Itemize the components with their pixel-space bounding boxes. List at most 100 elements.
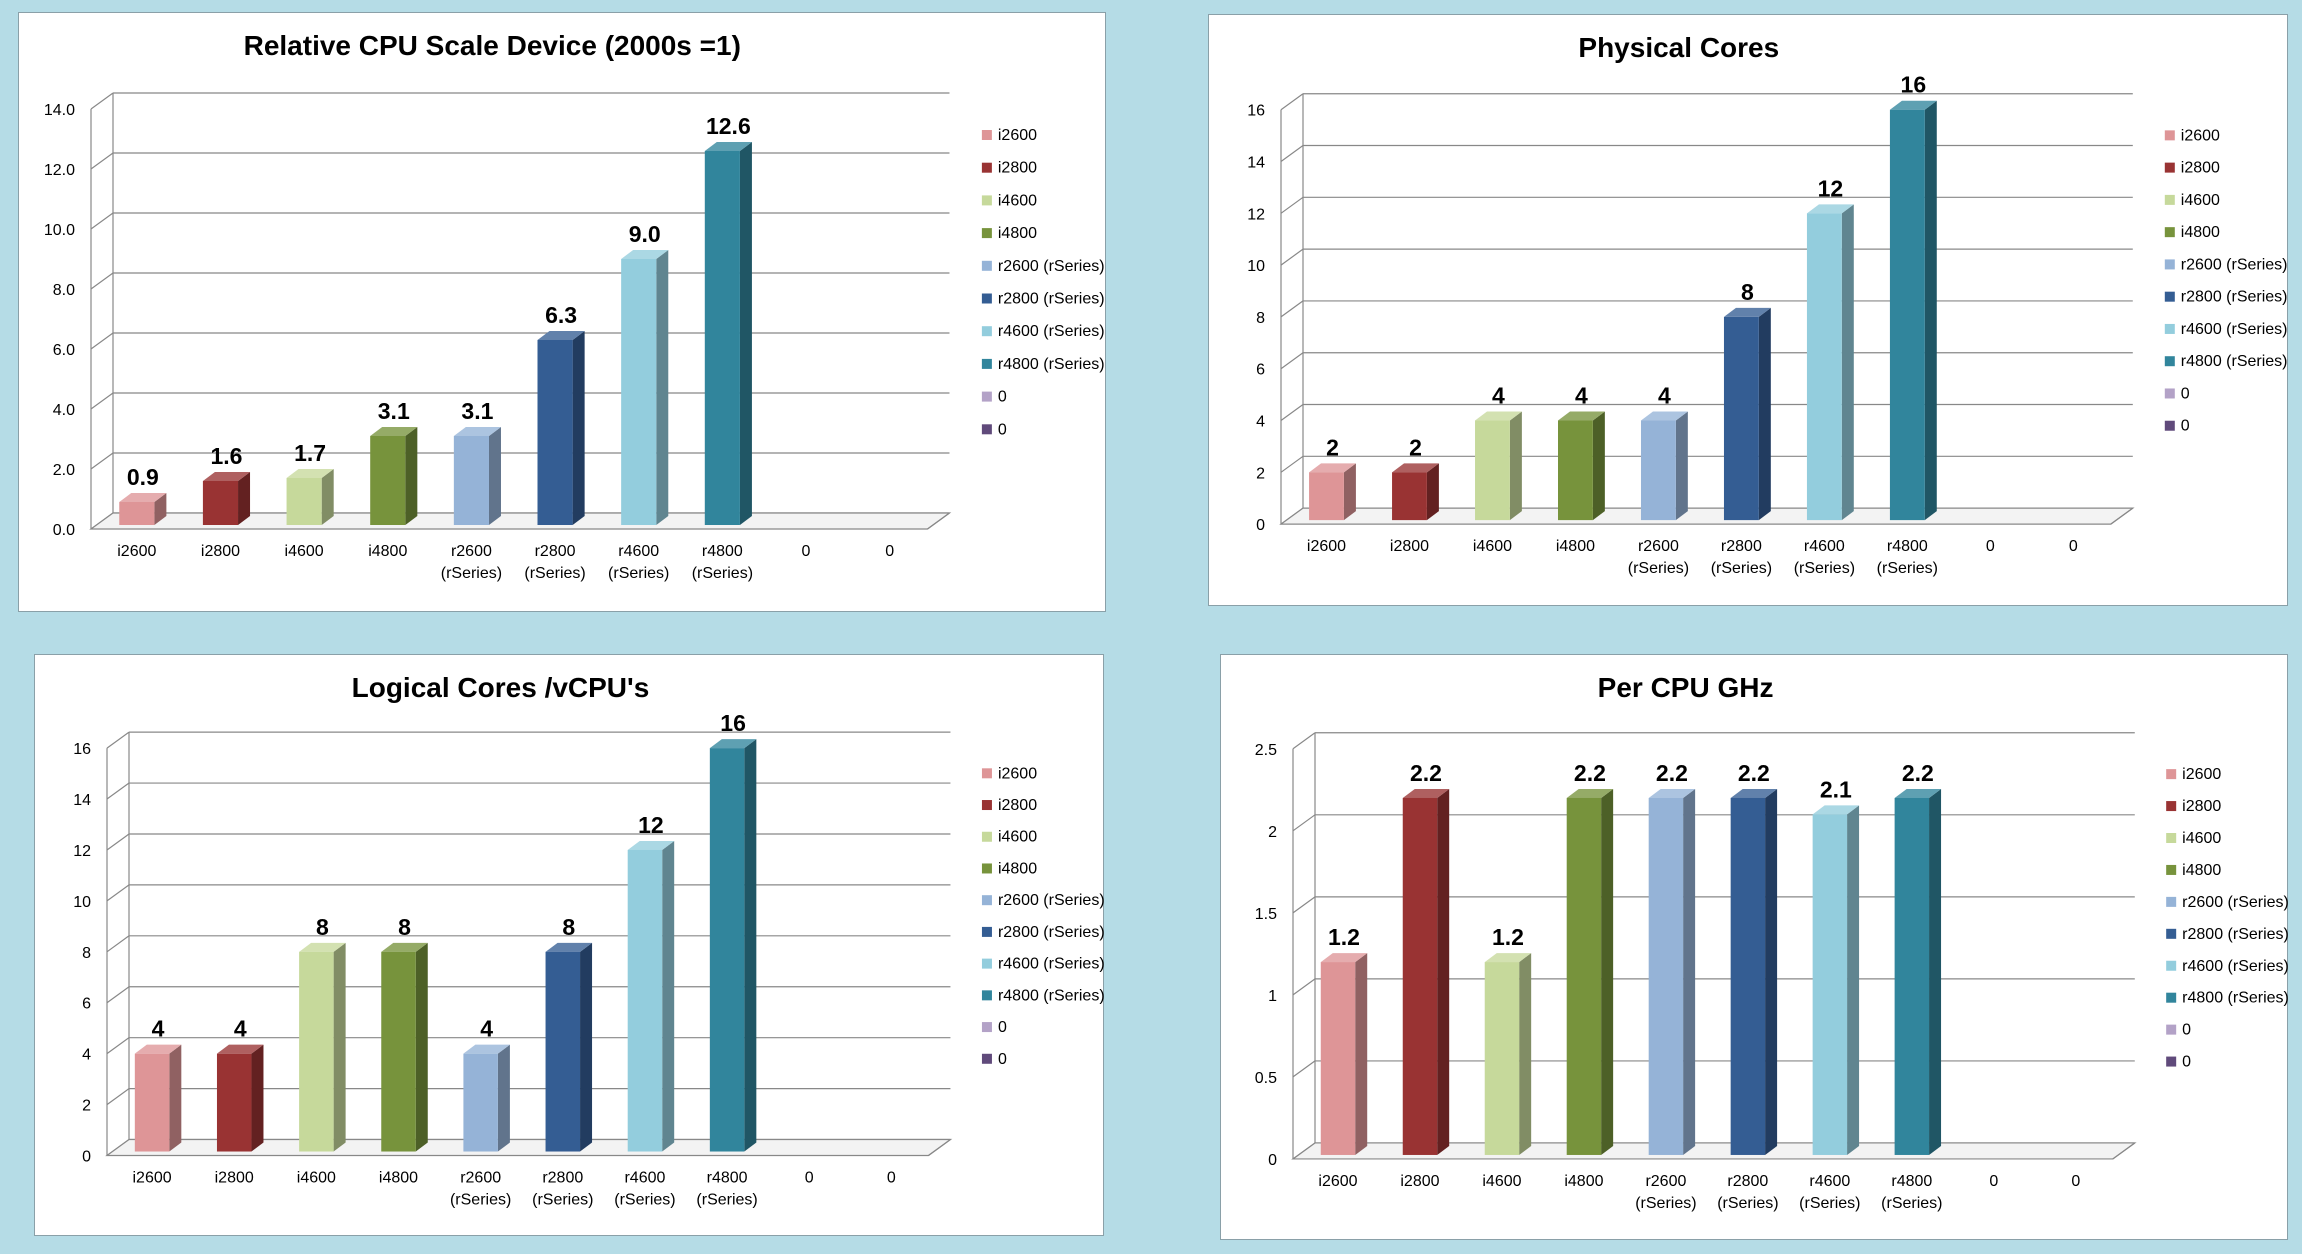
x-tick-label: 0 <box>2071 1173 2080 1190</box>
legend-label: r2800 (rSeries) <box>2181 289 2288 306</box>
bar <box>134 1044 182 1152</box>
legend-swatch <box>2166 1056 2177 1067</box>
x-tick-label: r4600 (rSeries) <box>1794 538 1855 577</box>
legend-swatch <box>2164 259 2175 270</box>
bar-top <box>537 331 585 340</box>
y-tick-label: 16 <box>1247 103 1265 120</box>
gridline-depth <box>106 731 130 749</box>
data-label: 2.1 <box>1820 776 1852 802</box>
data-label: 2 <box>1409 434 1422 460</box>
data-label: 4 <box>1575 383 1588 409</box>
bar <box>1475 411 1522 521</box>
legend-label: 0 <box>998 389 1007 406</box>
data-label: 2.2 <box>1410 760 1442 786</box>
legend-label: i2800 <box>2181 160 2220 177</box>
legend-label: r2800 (rSeries) <box>998 291 1105 308</box>
bar-front <box>299 951 334 1152</box>
data-label: 3.1 <box>461 398 493 424</box>
legend-swatch <box>981 1053 992 1064</box>
gridline-depth <box>106 986 130 1004</box>
bar-side <box>1437 788 1450 1155</box>
y-tick-label: 8.0 <box>53 282 75 299</box>
floor-edge <box>2112 1142 2136 1160</box>
y-tick-label: 8 <box>82 945 91 962</box>
chart-title: Logical Cores /vCPU's <box>352 672 650 703</box>
x-tick-label: 0 <box>1989 1173 1998 1190</box>
legend-label: i2600 <box>998 765 1037 782</box>
gridline-depth <box>1292 732 1316 750</box>
x-tick-label: r2800 (rSeries) <box>524 543 585 582</box>
bar-top <box>545 942 593 952</box>
legend-label: r2600 (rSeries) <box>2182 894 2289 911</box>
x-tick-label: i4600 <box>1482 1173 1521 1190</box>
y-tick-label: 0 <box>1268 1152 1277 1169</box>
x-tick-label: r4800 (rSeries) <box>1877 538 1938 577</box>
gridline-depth <box>90 272 114 290</box>
legend-label: r4600 (rSeries) <box>998 323 1105 340</box>
legend-label: r4600 (rSeries) <box>2182 958 2289 975</box>
bar-top <box>1309 463 1356 473</box>
legend-label: i4600 <box>2182 830 2221 847</box>
bar-top <box>134 1044 182 1054</box>
legend-label: r4600 (rSeries) <box>998 956 1105 973</box>
x-tick-label: r4600 (rSeries) <box>608 543 669 582</box>
bar <box>1730 788 1778 1155</box>
data-label: 4 <box>234 1016 247 1042</box>
bar-front <box>704 151 740 525</box>
data-label: 16 <box>720 710 746 736</box>
bar-side <box>1426 463 1439 521</box>
bar-front <box>537 340 573 525</box>
data-label: 8 <box>398 914 411 940</box>
bar-front <box>1723 316 1759 521</box>
bar <box>1320 953 1368 1155</box>
legend-label: r4800 (rSeries) <box>2182 990 2289 1007</box>
bar-front <box>545 951 581 1152</box>
bar-side <box>333 942 346 1152</box>
bar-top <box>1889 100 1937 110</box>
y-tick-label: 0.0 <box>53 522 75 539</box>
gridline-depth <box>1280 352 1304 370</box>
bar-side <box>251 1044 264 1152</box>
bar-front <box>1648 797 1684 1155</box>
gridline-depth <box>1280 93 1304 111</box>
bar-side <box>1683 788 1696 1155</box>
legend-label: i2800 <box>2182 798 2221 815</box>
bar-side <box>405 427 418 525</box>
chart-per-cpu-ghz: Per CPU GHz 0 0.5 1 1.5 2 2.5 1.2 i2600 2.2 i2800 1… <box>1255 672 2289 1212</box>
bar-front <box>202 481 239 525</box>
bar-top <box>1484 953 1532 963</box>
legend-label: r4800 (rSeries) <box>998 987 1105 1004</box>
legend-swatch <box>981 195 992 206</box>
data-label: 8 <box>1741 279 1754 305</box>
y-tick-label: 14 <box>1247 155 1265 172</box>
data-label: 4 <box>152 1016 165 1042</box>
bar-front <box>119 502 155 525</box>
x-tick-label: i2600 <box>117 543 156 560</box>
x-tick-label: i4600 <box>297 1170 336 1187</box>
y-tick-label: 8 <box>1256 310 1265 327</box>
bar-side <box>572 331 585 525</box>
gridline-depth <box>1280 248 1304 266</box>
x-tick-label: i2600 <box>1307 538 1346 555</box>
bar-top <box>1806 204 1854 214</box>
legend-swatch <box>981 958 992 969</box>
bar-front <box>627 849 663 1152</box>
gridline-depth <box>90 92 114 110</box>
legend-swatch <box>2166 864 2177 875</box>
chart-panel-physical-cores: Physical Cores 0 2 4 6 8 10 12 14 16 2 i2600 2 i2800 4… <box>1208 14 2288 606</box>
bar <box>1648 788 1696 1155</box>
x-tick-label: r2600 (rSeries) <box>1628 538 1689 577</box>
bar-side <box>656 250 669 525</box>
gridline-depth <box>90 332 114 350</box>
bar <box>1484 953 1532 1155</box>
legend-swatch <box>981 260 992 271</box>
data-label: 1.7 <box>294 440 326 466</box>
legend-label: i4800 <box>2182 862 2221 879</box>
gridline-depth <box>106 935 130 953</box>
bar-top <box>370 427 418 436</box>
bar <box>1640 411 1688 521</box>
data-label: 16 <box>1901 72 1927 98</box>
gridline-depth <box>90 212 114 230</box>
legend-swatch <box>2166 801 2177 812</box>
bar-top <box>709 739 757 749</box>
